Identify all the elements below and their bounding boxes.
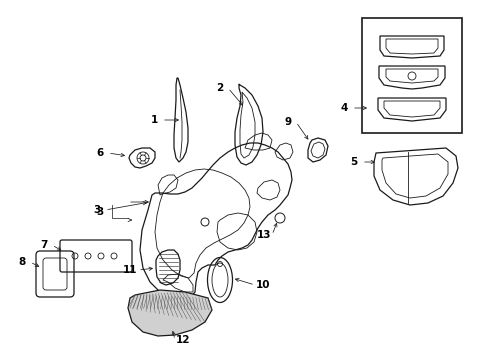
Text: 12: 12 [175, 335, 190, 345]
Text: 2: 2 [216, 83, 223, 93]
Text: 10: 10 [255, 280, 270, 290]
Text: 8: 8 [19, 257, 25, 267]
Text: 5: 5 [350, 157, 357, 167]
Text: 11: 11 [122, 265, 137, 275]
Polygon shape [128, 290, 212, 336]
Text: 3: 3 [96, 207, 103, 217]
Text: 3: 3 [93, 205, 101, 215]
Text: 7: 7 [40, 240, 48, 250]
Text: 13: 13 [256, 230, 271, 240]
Bar [361, 18, 461, 133]
Text: 4: 4 [340, 103, 347, 113]
Text: 6: 6 [96, 148, 103, 158]
Text: 1: 1 [150, 115, 157, 125]
Text: 9: 9 [284, 117, 291, 127]
